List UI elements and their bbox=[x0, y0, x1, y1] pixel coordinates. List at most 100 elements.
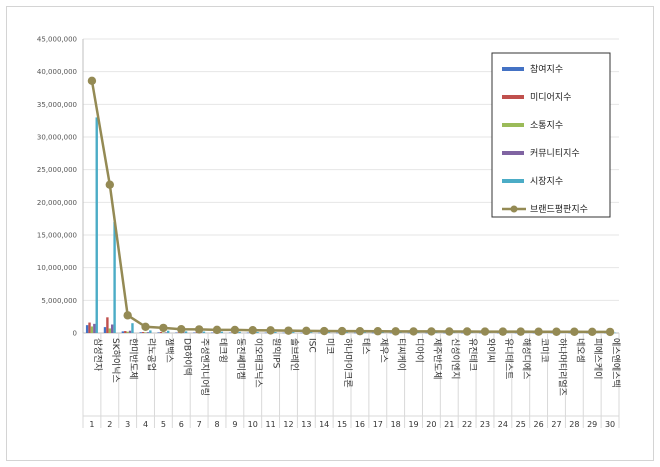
line-point bbox=[480, 327, 490, 336]
bar bbox=[164, 332, 167, 333]
x-tick-label: 테크윙 bbox=[217, 338, 228, 363]
bar bbox=[184, 331, 188, 333]
line-point bbox=[266, 326, 275, 335]
category-number: 27 bbox=[551, 420, 561, 429]
line-point bbox=[355, 326, 365, 336]
legend-label: 참여지수 bbox=[530, 63, 563, 75]
bar bbox=[126, 331, 129, 333]
line-point bbox=[141, 322, 150, 331]
line-point bbox=[105, 180, 115, 189]
bar bbox=[88, 322, 91, 333]
legend-label: 미디어지수 bbox=[530, 92, 571, 103]
bar bbox=[162, 332, 165, 333]
x-tick-label: 피에스케이 bbox=[592, 338, 603, 379]
category-number: 4 bbox=[143, 420, 148, 429]
line-point bbox=[427, 327, 436, 336]
x-tick-label: 삼성전자 bbox=[92, 338, 103, 372]
x-tick-label: 하나마이크론 bbox=[342, 338, 353, 388]
x-tick-label: 이오테크닉스 bbox=[253, 338, 264, 388]
x-tick-label: SK하이닉스 bbox=[110, 338, 121, 383]
category-number: 14 bbox=[319, 420, 329, 429]
bar bbox=[211, 332, 214, 334]
x-tick-label: 디아이 bbox=[414, 338, 425, 363]
category-number: 12 bbox=[283, 420, 293, 429]
bar bbox=[264, 332, 267, 334]
bar bbox=[327, 332, 331, 333]
bar bbox=[238, 331, 241, 333]
legend-swatch bbox=[502, 123, 524, 127]
bar bbox=[336, 332, 339, 334]
bar bbox=[121, 331, 125, 333]
category-number: 10 bbox=[248, 420, 258, 429]
legend-label: 브랜드평판지수 bbox=[530, 204, 588, 215]
bar bbox=[256, 331, 259, 333]
x-tick-label: 코미코 bbox=[539, 338, 550, 363]
bar bbox=[175, 332, 178, 333]
bar bbox=[111, 324, 114, 333]
line-point bbox=[284, 326, 293, 335]
bar bbox=[353, 332, 357, 334]
category-number: 23 bbox=[480, 420, 490, 429]
category-number: 30 bbox=[605, 420, 615, 429]
legend-label: 소통지수 bbox=[530, 120, 563, 131]
bar bbox=[363, 332, 366, 333]
bar bbox=[371, 332, 375, 334]
x-tick-label: 주성엔지니어링 bbox=[199, 338, 211, 396]
bar bbox=[381, 332, 384, 333]
line-point bbox=[462, 327, 472, 336]
line-point bbox=[123, 311, 132, 320]
bar bbox=[514, 332, 518, 334]
line-point bbox=[212, 325, 222, 335]
bar bbox=[202, 331, 206, 333]
x-tick-label: 하나머티리얼즈 bbox=[556, 338, 567, 396]
x-tick-label: 에스앤에스텍 bbox=[610, 338, 621, 388]
line-point bbox=[159, 323, 168, 333]
bar bbox=[399, 332, 402, 333]
category-number: 17 bbox=[373, 420, 383, 429]
y-tick-label: 25,000,000 bbox=[37, 166, 77, 174]
legend-label: 시장지수 bbox=[530, 176, 563, 187]
bar bbox=[417, 332, 420, 333]
line-point bbox=[337, 326, 347, 336]
x-tick-label: 한미반도체 bbox=[128, 338, 139, 379]
bar bbox=[128, 330, 132, 333]
bar bbox=[182, 332, 185, 333]
bar bbox=[146, 332, 150, 333]
line-point bbox=[605, 327, 615, 337]
x-tick-label: DB하이텍 bbox=[181, 338, 192, 376]
bar bbox=[103, 327, 107, 333]
bar bbox=[113, 221, 116, 333]
bar bbox=[149, 330, 152, 333]
bar bbox=[496, 332, 500, 334]
line-point bbox=[409, 327, 418, 336]
category-number: 1 bbox=[89, 420, 94, 429]
category-number: 6 bbox=[179, 420, 184, 429]
bar bbox=[309, 332, 313, 333]
line-point bbox=[391, 327, 400, 336]
legend-swatch bbox=[502, 67, 524, 71]
x-tick-label: 리노공업 bbox=[146, 338, 157, 371]
line-point bbox=[248, 326, 257, 335]
x-tick-label: 네오셈 bbox=[574, 338, 585, 363]
x-tick-label: 유니테스트 bbox=[503, 338, 514, 379]
bar bbox=[282, 332, 285, 334]
bar bbox=[425, 332, 428, 334]
y-tick-label: 0 bbox=[73, 330, 77, 338]
bar bbox=[435, 332, 438, 333]
y-tick-label: 45,000,000 bbox=[37, 36, 77, 44]
bar bbox=[443, 332, 446, 334]
y-tick-label: 20,000,000 bbox=[37, 199, 77, 207]
bar bbox=[532, 332, 535, 334]
bar bbox=[389, 332, 393, 334]
y-tick-label: 40,000,000 bbox=[37, 68, 77, 76]
x-axis: 삼성전자 1 SK하이닉스 2 한미반도체 3 리노공업 4 젬백스 5 DB하이텍 6 주성엔지니어링… bbox=[82, 333, 621, 429]
line-point bbox=[498, 327, 508, 336]
line-point bbox=[194, 325, 204, 334]
x-tick-label: 원익IPS bbox=[271, 338, 283, 369]
x-tick-label: 제우스 bbox=[378, 338, 389, 363]
legend-swatch bbox=[502, 95, 524, 99]
x-tick-label: 신성이엔지 bbox=[449, 338, 460, 379]
category-number: 21 bbox=[444, 420, 454, 429]
y-tick-label: 30,000,000 bbox=[37, 134, 77, 142]
